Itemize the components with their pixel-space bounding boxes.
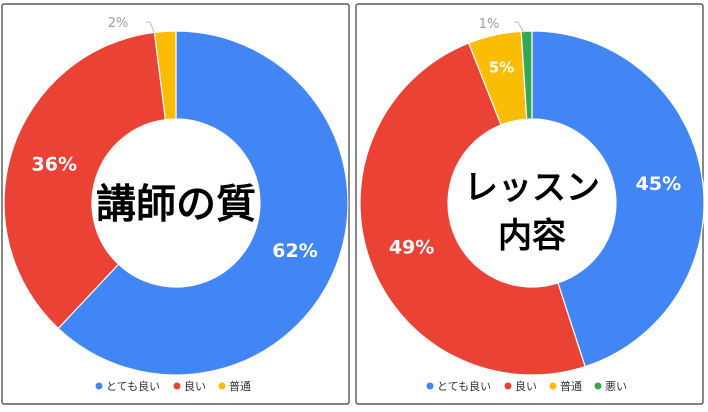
slice-good xyxy=(359,42,586,376)
slice-label-bad: 1% xyxy=(479,17,500,32)
legend-label-average: 普通 xyxy=(229,379,251,393)
slice-label-good: 36% xyxy=(32,153,77,175)
legend-label-good: 良い xyxy=(515,379,537,393)
legend-label-very-good: とても良い xyxy=(106,379,160,393)
legend-swatch-average xyxy=(218,382,226,390)
legend-label-good: 良い xyxy=(184,379,206,393)
slice-leader-line xyxy=(514,21,525,34)
slice-leader-line xyxy=(146,21,155,33)
legend-label-bad: 悪い xyxy=(605,380,627,393)
slice-label-good: 49% xyxy=(389,236,434,258)
center-title: 内容 xyxy=(498,216,566,256)
slice-good xyxy=(3,31,167,330)
slice-very-good xyxy=(57,30,349,376)
slice-bad xyxy=(520,30,533,120)
slice-average xyxy=(153,30,177,121)
legend-swatch-good xyxy=(173,382,181,390)
center-title: 講師の質 xyxy=(96,181,256,227)
center-title: レッスン xyxy=(464,168,600,208)
legend-swatch-very-good xyxy=(95,382,103,390)
slice-very-good xyxy=(531,30,705,368)
legend-swatch-good xyxy=(504,382,512,390)
chart-panel-border xyxy=(1,3,350,405)
legend-label-average: 普通 xyxy=(560,379,582,393)
legend-swatch-average xyxy=(549,382,557,390)
legend-label-very-good: とても良い xyxy=(437,379,491,393)
slice-label-average: 2% xyxy=(108,16,129,31)
slice-label-very-good: 45% xyxy=(636,173,681,195)
legend-swatch-very-good xyxy=(426,382,434,390)
slice-label-average: 5% xyxy=(489,58,514,76)
legend-swatch-bad xyxy=(594,382,602,390)
slice-label-very-good: 62% xyxy=(272,240,317,262)
